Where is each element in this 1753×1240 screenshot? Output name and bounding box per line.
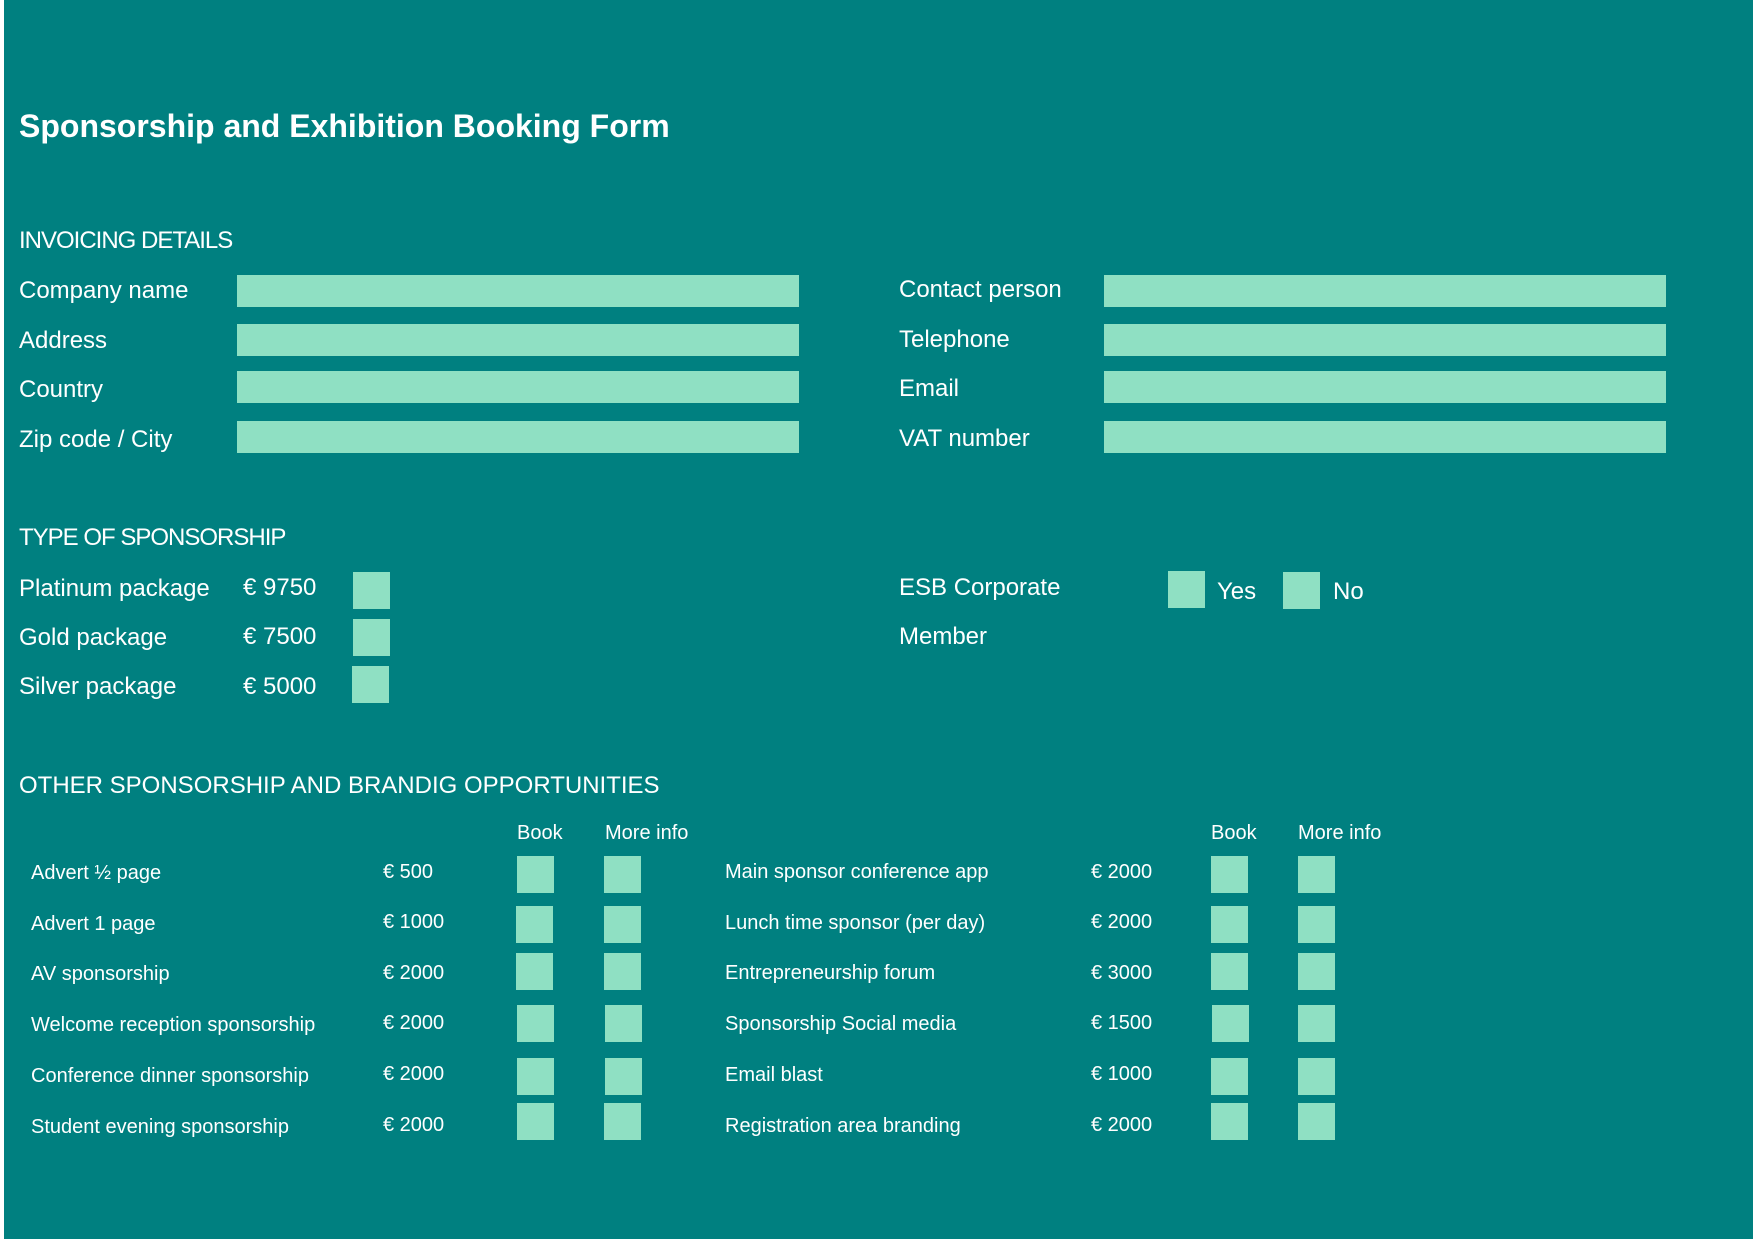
left-item-label: Conference dinner sponsorship	[31, 1065, 309, 1087]
right-item-label: Main sponsor conference app	[725, 861, 989, 883]
country-field[interactable]	[237, 371, 799, 403]
other-heading: OTHER SPONSORSHIP AND BRANDIG OPPORTUNIT…	[19, 772, 660, 799]
right-item-price: € 2000	[1091, 861, 1153, 883]
right-item-price: € 1500	[1091, 1012, 1153, 1034]
right-item-more-info-checkbox[interactable]	[1298, 856, 1335, 893]
vat-number-field[interactable]	[1104, 421, 1666, 453]
left-item-more-info-checkbox[interactable]	[604, 906, 641, 943]
right-item-more-info-checkbox[interactable]	[1298, 1005, 1335, 1042]
zip-city-field[interactable]	[237, 421, 799, 453]
company-name-field[interactable]	[237, 275, 799, 307]
member-label-line2: Member	[899, 623, 988, 650]
member-no-checkbox[interactable]	[1283, 572, 1320, 609]
country-label: Country	[19, 376, 104, 403]
silver-package-checkbox[interactable]	[352, 666, 389, 703]
left-item-more-info-checkbox[interactable]	[604, 856, 641, 893]
gold-package-checkbox[interactable]	[353, 619, 390, 656]
right-book-header: Book	[1211, 822, 1257, 844]
left-item-price: € 2000	[383, 1012, 445, 1034]
right-item-price: € 3000	[1091, 962, 1153, 984]
left-item-more-info-checkbox[interactable]	[604, 1103, 641, 1140]
vat-number-label: VAT number	[899, 425, 1030, 452]
address-field[interactable]	[237, 324, 799, 356]
right-item-label: Entrepreneurship forum	[725, 962, 936, 984]
left-item-book-checkbox[interactable]	[517, 1005, 554, 1042]
right-more-info-header: More info	[1298, 822, 1382, 844]
right-item-more-info-checkbox[interactable]	[1298, 1058, 1335, 1095]
email-label: Email	[899, 375, 960, 402]
left-item-price: € 500	[383, 861, 434, 883]
member-no-label: No	[1333, 578, 1364, 605]
right-item-more-info-checkbox[interactable]	[1298, 1103, 1335, 1140]
sponsorship-heading: TYPE OF SPONSORSHIP	[19, 524, 286, 551]
right-item-label: Email blast	[725, 1064, 823, 1086]
right-item-book-checkbox[interactable]	[1211, 856, 1248, 893]
left-more-info-header: More info	[605, 822, 689, 844]
left-item-price: € 2000	[383, 1114, 445, 1136]
left-item-label: Student evening sponsorship	[31, 1116, 289, 1138]
right-item-label: Lunch time sponsor (per day)	[725, 912, 986, 934]
left-item-book-checkbox[interactable]	[516, 953, 553, 990]
silver-package-price: € 5000	[243, 673, 317, 700]
right-item-book-checkbox[interactable]	[1211, 953, 1248, 990]
email-field[interactable]	[1104, 371, 1666, 403]
left-item-label: Welcome reception sponsorship	[31, 1014, 316, 1036]
silver-package-label: Silver package	[19, 673, 177, 700]
left-item-label: AV sponsorship	[31, 963, 170, 985]
right-item-price: € 1000	[1091, 1063, 1153, 1085]
right-item-price: € 2000	[1091, 1114, 1153, 1136]
right-item-book-checkbox[interactable]	[1212, 1005, 1249, 1042]
left-item-price: € 2000	[383, 962, 445, 984]
right-item-book-checkbox[interactable]	[1211, 1103, 1248, 1140]
invoicing-heading: INVOICING DETAILS	[19, 227, 233, 254]
left-item-more-info-checkbox[interactable]	[604, 953, 641, 990]
left-item-book-checkbox[interactable]	[517, 856, 554, 893]
left-item-price: € 1000	[383, 911, 445, 933]
right-item-book-checkbox[interactable]	[1211, 906, 1248, 943]
right-item-label: Sponsorship Social media	[725, 1013, 957, 1035]
left-item-book-checkbox[interactable]	[517, 1103, 554, 1140]
right-item-more-info-checkbox[interactable]	[1298, 906, 1335, 943]
right-item-book-checkbox[interactable]	[1211, 1058, 1248, 1095]
member-label-line1: ESB Corporate	[899, 574, 1061, 601]
platinum-package-label: Platinum package	[19, 575, 210, 602]
left-item-label: Advert 1 page	[31, 913, 156, 935]
contact-person-field[interactable]	[1104, 275, 1666, 307]
right-item-price: € 2000	[1091, 911, 1153, 933]
member-yes-label: Yes	[1217, 578, 1257, 605]
left-item-book-checkbox[interactable]	[517, 1058, 554, 1095]
gold-package-label: Gold package	[19, 624, 168, 651]
left-book-header: Book	[517, 822, 563, 844]
booking-form-page: Sponsorship and Exhibition Booking Form …	[4, 0, 1753, 1239]
left-item-more-info-checkbox[interactable]	[605, 1058, 642, 1095]
platinum-package-checkbox[interactable]	[353, 572, 390, 609]
member-yes-checkbox[interactable]	[1168, 571, 1205, 608]
left-item-book-checkbox[interactable]	[516, 906, 553, 943]
company-name-label: Company name	[19, 277, 189, 304]
right-item-label: Registration area branding	[725, 1115, 961, 1137]
right-item-more-info-checkbox[interactable]	[1298, 953, 1335, 990]
contact-person-label: Contact person	[899, 276, 1062, 303]
telephone-label: Telephone	[899, 326, 1010, 353]
address-label: Address	[19, 327, 108, 354]
left-item-price: € 2000	[383, 1063, 445, 1085]
telephone-field[interactable]	[1104, 324, 1666, 356]
zip-city-label: Zip code / City	[19, 426, 173, 453]
left-item-more-info-checkbox[interactable]	[605, 1005, 642, 1042]
left-item-label: Advert ½ page	[31, 862, 162, 884]
gold-package-price: € 7500	[243, 623, 317, 650]
page-title: Sponsorship and Exhibition Booking Form	[19, 108, 670, 144]
platinum-package-price: € 9750	[243, 574, 317, 601]
